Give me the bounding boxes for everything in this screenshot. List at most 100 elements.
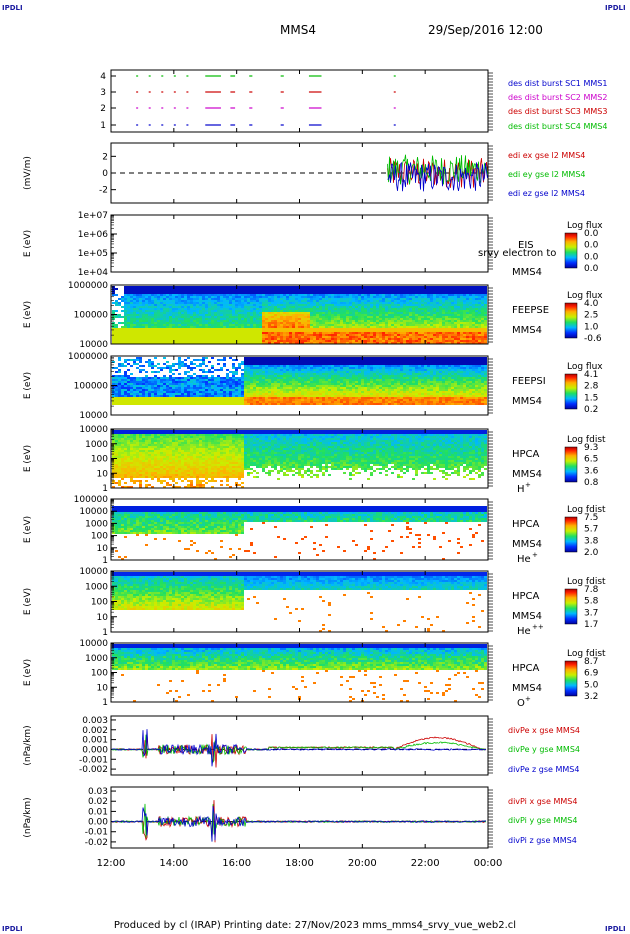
feepse-pixel bbox=[286, 326, 289, 328]
feepse-pixel bbox=[421, 304, 424, 306]
feepsi-pixel bbox=[193, 393, 196, 395]
feepse-pixel bbox=[241, 286, 244, 288]
feepse-pixel bbox=[166, 318, 169, 320]
feepse-pixel bbox=[145, 292, 148, 294]
feepse-pixel bbox=[265, 326, 268, 328]
feepsi-pixel bbox=[283, 387, 286, 389]
feepse-pixel bbox=[436, 338, 439, 340]
feepse-pixel bbox=[310, 338, 313, 340]
feepse-pixel bbox=[394, 342, 397, 344]
feepse-pixel bbox=[199, 342, 202, 344]
feepsi-pixel bbox=[229, 393, 232, 395]
feepse-pixel bbox=[340, 286, 343, 288]
feepse-pixel bbox=[220, 334, 223, 336]
feepsi-pixel bbox=[250, 367, 253, 369]
feepse-pixel bbox=[130, 300, 133, 302]
feepsi-pixel bbox=[247, 389, 250, 391]
feepse-pixel bbox=[253, 310, 256, 312]
feepse-pixel bbox=[283, 310, 286, 312]
feepse-pixel bbox=[217, 320, 220, 322]
feepse-pixel bbox=[346, 320, 349, 322]
feepse-pixel bbox=[145, 340, 148, 342]
feepse-pixel bbox=[358, 328, 361, 330]
feepse-pixel bbox=[154, 316, 157, 318]
feepse-pixel bbox=[400, 340, 403, 342]
feepse-pixel bbox=[211, 310, 214, 312]
feepse-pixel bbox=[214, 318, 217, 320]
feepsi-pixel bbox=[220, 391, 223, 393]
feepse-pixel bbox=[421, 338, 424, 340]
feepse-pixel bbox=[250, 342, 253, 344]
feepse-pixel bbox=[412, 292, 415, 294]
feepse-pixel bbox=[208, 330, 211, 332]
feepse-pixel bbox=[346, 328, 349, 330]
feepsi-pixel bbox=[181, 381, 184, 383]
feepsi-pixel bbox=[232, 367, 235, 369]
feepse-pixel bbox=[277, 320, 280, 322]
feepse-pixel bbox=[244, 340, 247, 342]
feepse-pixel bbox=[232, 292, 235, 294]
feepse-pixel bbox=[118, 334, 121, 336]
feepsi-pixel bbox=[139, 361, 142, 363]
feepsi-pixel bbox=[115, 403, 118, 405]
feepse-pixel bbox=[331, 308, 334, 310]
feepse-pixel bbox=[289, 294, 292, 296]
feepse-pixel bbox=[484, 292, 487, 294]
feepsi-pixel bbox=[247, 369, 250, 371]
feepse-pixel bbox=[151, 342, 154, 344]
feepsi-pixel bbox=[241, 391, 244, 393]
feepse-pixel bbox=[154, 310, 157, 312]
feepse-pixel bbox=[280, 296, 283, 298]
feepse-pixel bbox=[247, 324, 250, 326]
feepsi-pixel bbox=[235, 369, 238, 371]
feepse-pixel bbox=[127, 312, 130, 314]
feepsi-pixel bbox=[211, 391, 214, 393]
datetime-title: 29/Sep/2016 12:00 bbox=[428, 23, 543, 37]
feepse-pixel bbox=[307, 286, 310, 288]
feepse-pixel bbox=[148, 308, 151, 310]
feepse-pixel bbox=[301, 300, 304, 302]
feepse-pixel bbox=[202, 300, 205, 302]
feepse-pixel bbox=[175, 310, 178, 312]
feepse-pixel bbox=[403, 298, 406, 300]
feepse-pixel bbox=[136, 322, 139, 324]
feepsi-pixel bbox=[214, 377, 217, 379]
edi-legend-0: edi ex gse l2 MMS4 bbox=[508, 151, 585, 160]
feepse-pixel bbox=[325, 328, 328, 330]
feepsi-pixel bbox=[148, 397, 151, 399]
feepsi-pixel bbox=[148, 391, 151, 393]
feepsi-pixel bbox=[202, 403, 205, 405]
feepsi-pixel bbox=[226, 369, 229, 371]
feepse-pixel bbox=[406, 330, 409, 332]
feepse-pixel bbox=[475, 322, 478, 324]
feepsi-pixel bbox=[184, 401, 187, 403]
feepse-pixel bbox=[349, 312, 352, 314]
feepsi-pixel bbox=[244, 395, 247, 397]
feepsi-pixel bbox=[121, 383, 124, 385]
feepse-pixel bbox=[337, 300, 340, 302]
edi-series-0 bbox=[387, 158, 488, 188]
feepse-pixel bbox=[406, 310, 409, 312]
feepse-pixel bbox=[208, 324, 211, 326]
feepse-pixel bbox=[421, 288, 424, 290]
feepse-pixel bbox=[358, 316, 361, 318]
feepse-pixel bbox=[256, 338, 259, 340]
feepse-pixel bbox=[382, 324, 385, 326]
feepse-pixel bbox=[208, 328, 211, 330]
feepse-pixel bbox=[463, 316, 466, 318]
feepsi-pixel bbox=[217, 395, 220, 397]
feepse-pixel bbox=[334, 288, 337, 290]
feepse-pixel bbox=[220, 308, 223, 310]
feepse-pixel bbox=[397, 316, 400, 318]
feepse-pixel bbox=[412, 316, 415, 318]
feepsi-pixel bbox=[280, 367, 283, 369]
feepse-pixel bbox=[382, 328, 385, 330]
feepse-pixel bbox=[280, 310, 283, 312]
feepse-pixel bbox=[163, 294, 166, 296]
feepse-pixel bbox=[280, 330, 283, 332]
feepse-pixel bbox=[262, 340, 265, 342]
feepsi-pixel bbox=[193, 363, 196, 365]
feepsi-pixel bbox=[280, 401, 283, 403]
feepsi-pixel bbox=[214, 391, 217, 393]
feepse-pixel bbox=[394, 334, 397, 336]
